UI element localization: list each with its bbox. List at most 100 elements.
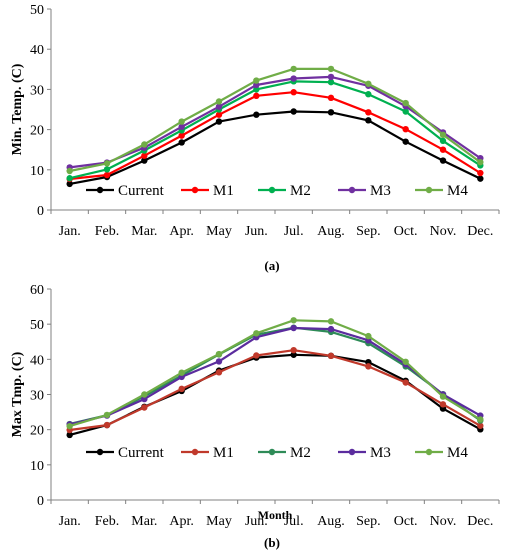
- series-line: [69, 353, 481, 436]
- data-point: [103, 421, 111, 429]
- data-point: [477, 158, 484, 166]
- series-line: [69, 326, 481, 426]
- legend-item-m1: M1: [181, 183, 234, 199]
- data-point: [290, 317, 297, 324]
- x-tick-label: Feb.: [95, 514, 120, 529]
- data-point: [402, 99, 409, 107]
- legend-swatch-marker: [96, 186, 104, 194]
- panel-caption: (b): [264, 535, 280, 550]
- x-tick-label: Jul.: [284, 224, 304, 239]
- legend-swatch-marker: [425, 186, 433, 194]
- data-point: [365, 363, 372, 370]
- legend-swatch-marker: [191, 448, 199, 456]
- series-line: [69, 349, 481, 432]
- x-tick-label: Nov.: [430, 224, 457, 239]
- x-tick-label: Apr.: [169, 224, 194, 239]
- data-point: [178, 369, 185, 376]
- x-tick-label: Oct.: [394, 514, 418, 529]
- legend-item-m3: M3: [338, 445, 391, 461]
- data-point: [365, 117, 372, 124]
- data-point: [327, 325, 335, 333]
- data-point: [477, 169, 484, 177]
- legend-item-m4: M4: [415, 183, 468, 199]
- y-tick-label: 10: [30, 164, 44, 179]
- data-point: [327, 94, 335, 102]
- data-point: [253, 86, 260, 93]
- data-point: [365, 91, 372, 98]
- data-point: [290, 108, 297, 115]
- data-point: [215, 369, 223, 376]
- data-point: [290, 65, 297, 73]
- data-point: [327, 109, 335, 116]
- data-point: [103, 160, 111, 167]
- data-point: [253, 330, 260, 337]
- series-m4: [66, 65, 484, 175]
- x-tick-label: Nov.: [430, 514, 457, 529]
- data-point: [215, 118, 223, 125]
- data-point: [178, 132, 185, 139]
- x-tick-label: Jul.: [284, 514, 304, 529]
- legend-label: M3: [370, 183, 391, 199]
- data-point: [402, 108, 409, 115]
- data-point: [66, 180, 73, 188]
- y-tick-label: 30: [30, 83, 44, 98]
- data-point: [215, 98, 223, 105]
- data-point: [141, 141, 148, 148]
- data-point: [290, 75, 297, 82]
- data-point: [290, 346, 297, 354]
- legend-swatch-marker: [96, 448, 104, 456]
- data-point: [215, 103, 223, 110]
- data-point: [103, 411, 111, 419]
- data-point: [215, 358, 223, 365]
- y-tick-label: 30: [30, 389, 44, 404]
- data-point: [178, 139, 185, 146]
- legend-label: Current: [118, 445, 165, 461]
- data-point: [215, 350, 223, 358]
- x-tick-label: Dec.: [467, 224, 493, 239]
- data-point: [178, 118, 185, 125]
- x-tick-label: Apr.: [169, 514, 194, 529]
- series-line: [69, 80, 481, 180]
- legend-label: M4: [447, 445, 468, 461]
- series-line: [69, 319, 481, 428]
- data-point: [290, 351, 297, 358]
- chart-b: 0 10 20 30 40 50 60 Jan. Feb. Mar. Apr. May Jun. Jul.…: [10, 283, 500, 550]
- data-point: [178, 385, 185, 393]
- legend-swatch-marker: [191, 186, 199, 194]
- data-point: [253, 92, 260, 100]
- x-tick-label: Sep.: [356, 514, 381, 529]
- legend-item-m2: M2: [258, 183, 311, 199]
- data-point: [327, 352, 335, 360]
- legend: Current M1 M2 M3 M4: [86, 445, 468, 461]
- data-point: [402, 379, 409, 386]
- y-tick-label: 60: [30, 283, 44, 298]
- data-point: [290, 89, 297, 96]
- legend-label: M1: [213, 183, 234, 199]
- x-tick-label: Sep.: [356, 224, 381, 239]
- legend-item-m4: M4: [415, 445, 468, 461]
- x-tick-label: Jun.: [245, 224, 268, 239]
- y-tick-label: 50: [30, 3, 44, 18]
- legend-swatch-marker: [425, 448, 433, 456]
- data-point: [141, 404, 148, 411]
- data-point: [253, 81, 260, 89]
- data-point: [103, 166, 111, 173]
- legend-swatch-marker: [268, 186, 276, 194]
- data-point: [141, 152, 148, 159]
- legend-label: M1: [213, 445, 234, 461]
- x-tick-label: May: [206, 224, 232, 239]
- data-point: [327, 73, 335, 81]
- data-point: [365, 332, 372, 340]
- data-point: [215, 111, 223, 118]
- data-point: [327, 318, 335, 325]
- data-point: [439, 137, 447, 145]
- data-point: [66, 167, 73, 175]
- x-tick-label: Feb.: [95, 224, 120, 239]
- x-tick-label: Jan.: [59, 514, 81, 529]
- legend-swatch-marker: [268, 448, 276, 456]
- y-tick-label: 0: [37, 494, 44, 509]
- series-m4: [66, 317, 484, 430]
- series-current: [66, 108, 484, 188]
- legend-item-current: Current: [86, 183, 165, 199]
